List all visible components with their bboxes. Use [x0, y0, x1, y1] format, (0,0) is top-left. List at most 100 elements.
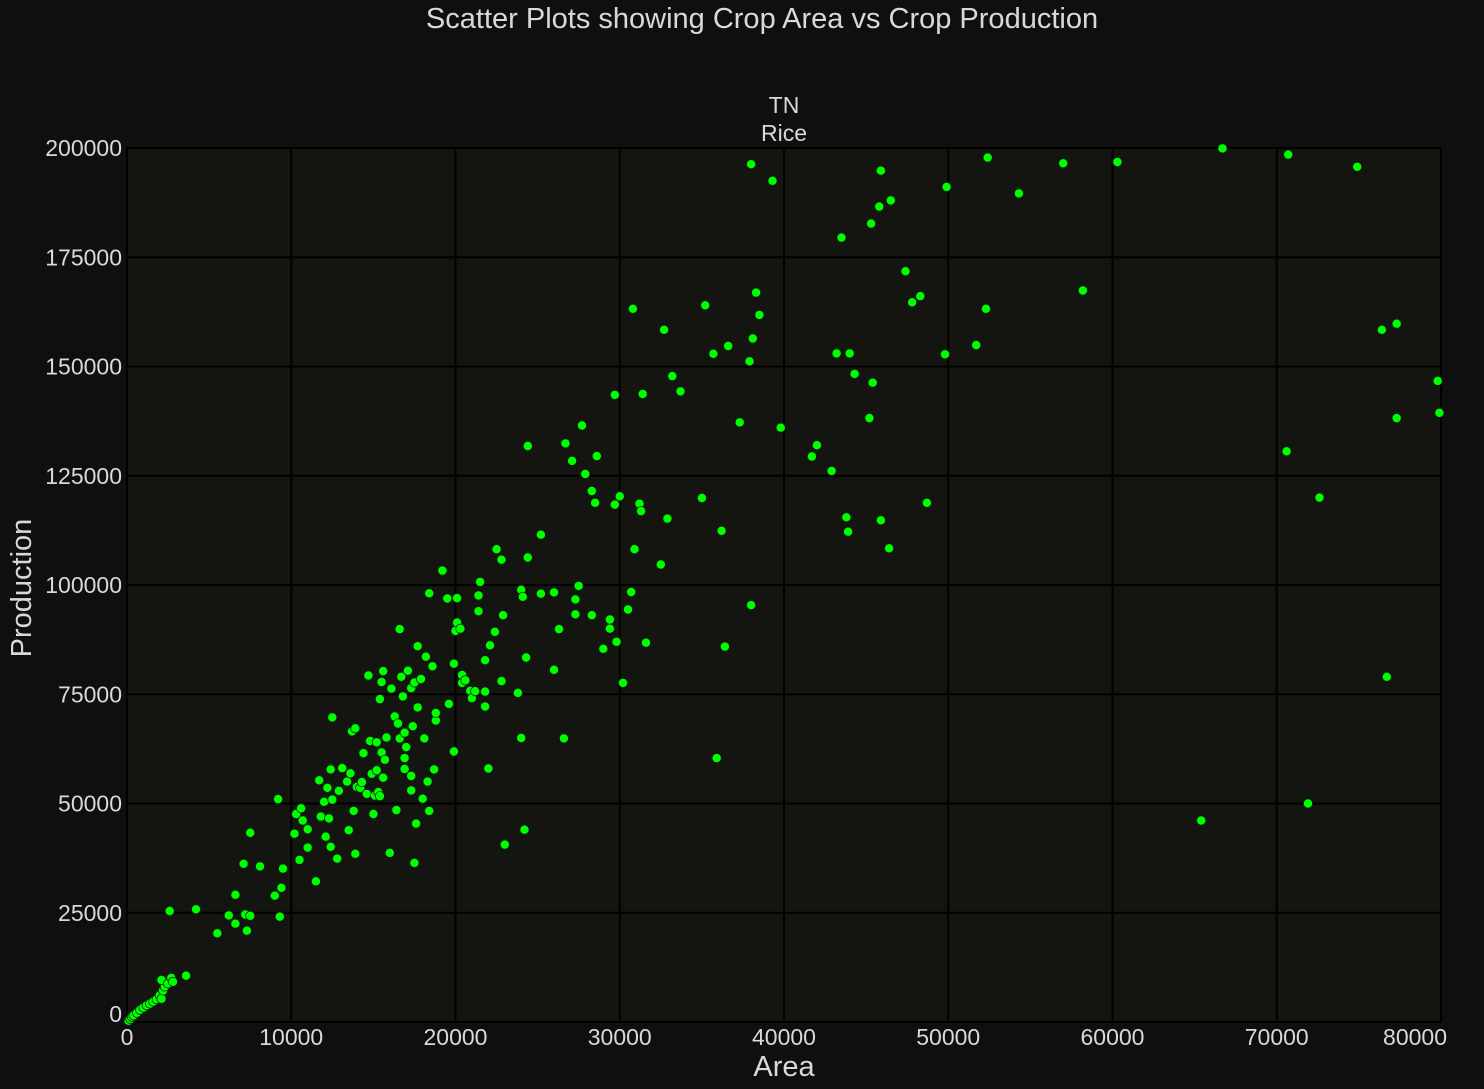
data-point	[499, 839, 510, 850]
data-point	[422, 776, 433, 787]
data-point	[333, 785, 344, 796]
data-point	[443, 698, 454, 709]
data-point	[212, 928, 223, 939]
data-point	[843, 526, 854, 537]
data-point	[708, 348, 719, 359]
data-point	[277, 863, 288, 874]
data-point	[274, 911, 285, 922]
data-point	[294, 854, 305, 865]
data-point	[573, 580, 584, 591]
data-point	[371, 765, 382, 776]
data-point	[567, 455, 578, 466]
data-point	[1352, 161, 1363, 172]
data-point	[874, 201, 885, 212]
data-point	[1303, 798, 1314, 809]
data-point	[627, 303, 638, 314]
data-point	[348, 805, 359, 816]
data-point	[570, 609, 581, 620]
data-point	[406, 771, 417, 782]
data-point	[156, 993, 167, 1004]
y-tick-label: 50000	[58, 791, 122, 817]
data-point	[734, 417, 745, 428]
data-point	[327, 794, 338, 805]
data-point	[368, 809, 379, 820]
data-point	[411, 818, 422, 829]
x-tick-labels: 0 10000 20000 30000 40000 50000 60000 70000 8000…	[121, 1024, 1447, 1050]
data-points	[123, 143, 1445, 1026]
data-point	[480, 701, 491, 712]
data-point	[164, 906, 175, 917]
data-point	[480, 655, 491, 666]
data-point	[875, 515, 886, 526]
data-point	[498, 610, 509, 621]
x-tick-label: 80000	[1383, 1024, 1447, 1050]
data-point	[407, 721, 418, 732]
data-point	[884, 543, 895, 554]
data-point	[325, 841, 336, 852]
data-point	[323, 813, 334, 824]
data-point	[412, 702, 423, 713]
data-point	[473, 606, 484, 617]
x-tick-label: 10000	[259, 1024, 323, 1050]
y-tick-labels: 0 25000 50000 75000 100000 125000 150000 175000…	[45, 135, 122, 1027]
data-point	[417, 793, 428, 804]
data-point	[512, 687, 523, 698]
data-point	[223, 910, 234, 921]
data-point	[378, 772, 389, 783]
data-point	[637, 388, 648, 399]
data-point	[409, 857, 420, 868]
data-point	[844, 348, 855, 359]
data-point	[412, 641, 423, 652]
data-point	[586, 485, 597, 496]
data-point	[396, 671, 407, 682]
data-point	[577, 420, 588, 431]
data-point	[430, 708, 441, 719]
x-tick-label: 0	[121, 1024, 134, 1050]
data-point	[570, 594, 581, 605]
data-point	[406, 785, 417, 796]
data-point	[337, 763, 348, 774]
data-point	[609, 389, 620, 400]
data-point	[376, 677, 387, 688]
data-point	[655, 559, 666, 570]
data-point	[580, 468, 591, 479]
data-point	[332, 853, 343, 864]
data-point	[1217, 143, 1228, 154]
data-point	[811, 440, 822, 451]
data-point	[841, 512, 852, 523]
data-point	[320, 831, 331, 842]
data-point	[915, 291, 926, 302]
grid-lines	[126, 147, 1442, 1023]
data-point	[424, 588, 435, 599]
data-point	[399, 764, 410, 775]
data-point	[746, 159, 757, 170]
data-point	[379, 754, 390, 765]
data-point	[315, 811, 326, 822]
data-point	[940, 349, 951, 360]
data-point	[245, 827, 256, 838]
data-point	[452, 593, 463, 604]
data-point	[401, 742, 412, 753]
data-point	[981, 303, 992, 314]
data-point	[343, 825, 354, 836]
data-point	[1381, 671, 1392, 682]
data-point	[483, 763, 494, 774]
data-point	[535, 529, 546, 540]
data-point	[767, 175, 778, 186]
data-point	[391, 805, 402, 816]
data-point	[1391, 413, 1402, 424]
data-point	[254, 861, 265, 872]
data-point	[424, 805, 435, 816]
data-point	[392, 718, 403, 729]
data-point	[327, 712, 338, 723]
y-tick-label: 175000	[45, 244, 122, 270]
data-point	[746, 600, 757, 611]
x-tick-label: 40000	[752, 1024, 816, 1050]
data-point	[641, 637, 652, 648]
data-point	[558, 733, 569, 744]
data-point	[402, 665, 413, 676]
y-axis-label: Production	[6, 519, 38, 658]
subplot-title-crop: Rice	[761, 120, 807, 146]
data-point	[358, 748, 369, 759]
y-tick-label: 125000	[45, 463, 122, 489]
